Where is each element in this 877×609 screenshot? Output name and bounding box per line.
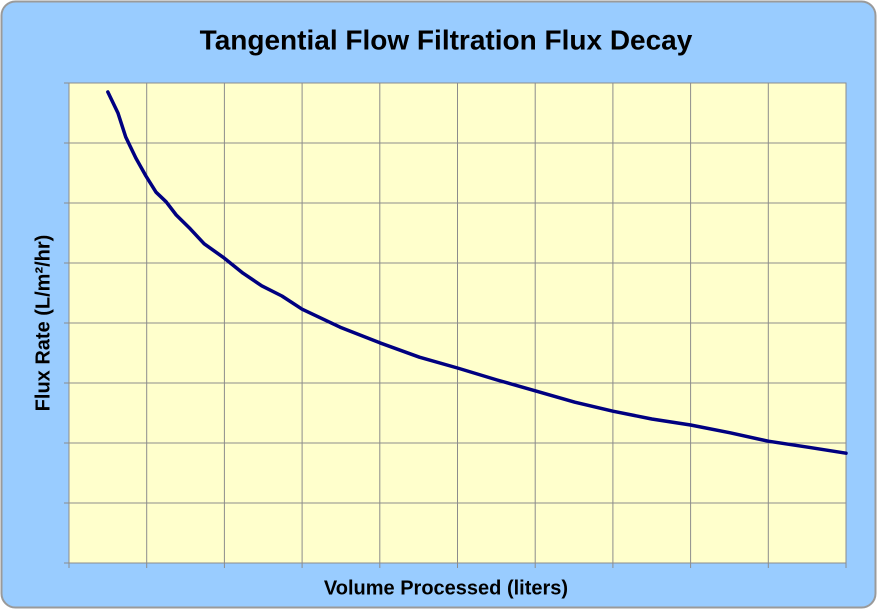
x-axis-label: Volume Processed (liters)	[324, 577, 568, 599]
plot-border	[68, 82, 847, 564]
y-axis-label: Flux Rate (L/m²/hr)	[32, 235, 54, 412]
data-line	[106, 90, 848, 455]
chart-title: Tangential Flow Filtration Flux Decay	[200, 24, 693, 55]
